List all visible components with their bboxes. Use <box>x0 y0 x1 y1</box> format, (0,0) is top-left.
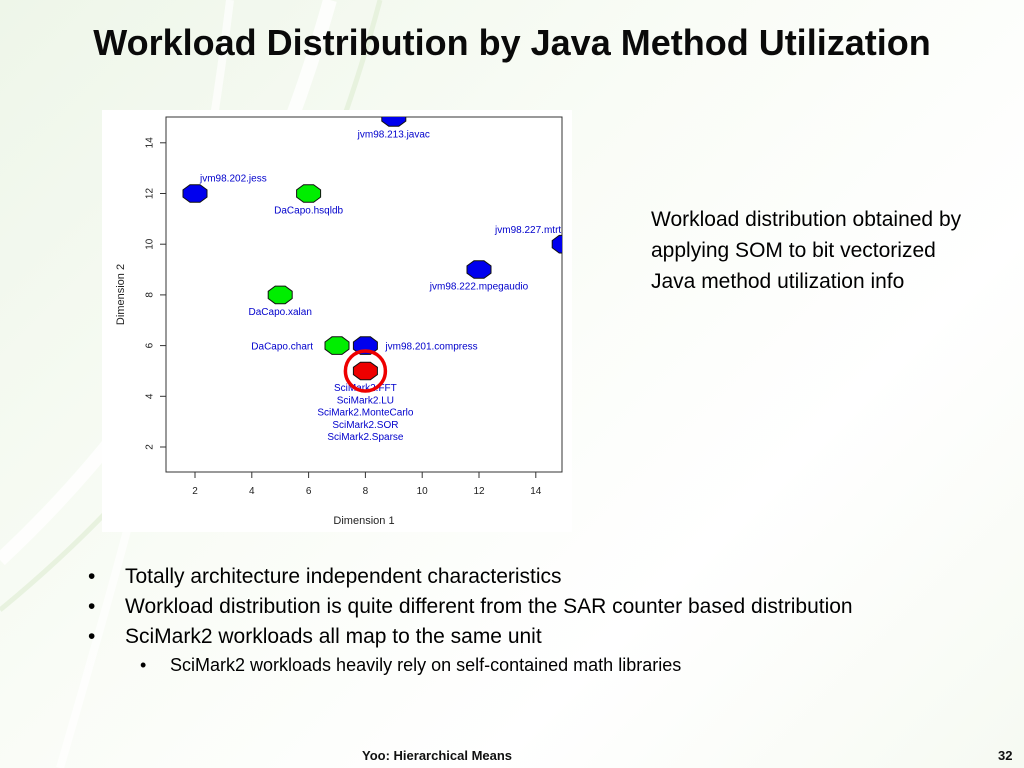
point-label: SciMark2.SOR <box>332 420 398 431</box>
x-tick-label: 4 <box>249 486 255 497</box>
chart-panel: 2 4 6 8 10 12 14 2 4 6 8 10 12 14 Dimension 1 Dimension… <box>102 110 572 532</box>
point-label: SciMark2.LU <box>337 395 394 406</box>
slide-title: Workload Distribution by Java Method Uti… <box>93 22 931 63</box>
point-label: DaCapo.hsqldb <box>274 206 343 217</box>
data-point-blue <box>352 336 378 355</box>
y-tick-label: 8 <box>145 292 156 298</box>
point-group <box>381 117 407 127</box>
point-label: jvm98.222.mpegaudio <box>429 282 529 293</box>
page-number: 32 <box>998 748 1013 763</box>
y-tick-label: 12 <box>145 188 156 200</box>
highlight-ring <box>343 349 388 393</box>
data-point-blue <box>381 117 407 127</box>
y-tick-label: 14 <box>145 137 156 149</box>
footer-author: Yoo: Hierarchical Means <box>362 748 513 763</box>
point-group <box>182 184 208 203</box>
y-axis-label: Dimension 2 <box>115 264 127 325</box>
bullet-item: SciMark2 workloads all map to the same u… <box>80 625 960 649</box>
point-group <box>466 260 492 279</box>
x-tick-label: 14 <box>530 486 542 497</box>
side-note: Workload distribution obtained by applyi… <box>651 208 962 293</box>
data-point-blue <box>551 234 562 254</box>
sub-bullet-item: SciMark2 workloads heavily rely on self-… <box>80 653 960 677</box>
y-tick-label: 10 <box>145 238 156 250</box>
point-group <box>267 285 293 305</box>
y-tick-label: 2 <box>145 444 156 450</box>
point-group <box>352 361 378 381</box>
point-label: DaCapo.chart <box>251 342 313 353</box>
bullet-item: Workload distribution is quite different… <box>80 595 960 619</box>
point-label: jvm98.227.mtrt <box>494 225 561 236</box>
point-label: SciMark2.Sparse <box>327 432 404 443</box>
x-tick-label: 2 <box>192 486 198 497</box>
point-group <box>352 336 378 355</box>
point-group <box>324 336 350 355</box>
point-label: jvm98.213.javac <box>357 129 430 140</box>
som-scatter-chart: 2 4 6 8 10 12 14 2 4 6 8 10 12 14 Dimension 1 Dimension… <box>115 116 563 527</box>
point-label: jvm98.201.compress <box>384 342 477 353</box>
data-point-blue <box>466 260 492 279</box>
y-tick-label: 6 <box>145 342 156 348</box>
point-group <box>296 184 322 203</box>
x-axis-label: Dimension 1 <box>333 515 394 527</box>
data-point-blue <box>182 184 208 203</box>
data-point-green <box>324 336 350 355</box>
point-label: SciMark2.MonteCarlo <box>317 408 414 419</box>
point-group <box>551 234 562 254</box>
x-tick-label: 12 <box>473 486 485 497</box>
x-tick-label: 8 <box>363 486 369 497</box>
data-point-red <box>352 361 378 381</box>
point-label: SciMark2.FFT <box>334 383 397 394</box>
plot-frame <box>165 116 563 473</box>
data-point-green <box>296 184 322 203</box>
x-tick-label: 6 <box>306 486 312 497</box>
bullet-list: Totally architecture independent charact… <box>80 565 960 683</box>
y-tick-label: 4 <box>145 393 156 399</box>
point-label: DaCapo.xalan <box>249 307 312 318</box>
x-tick-label: 10 <box>417 486 429 497</box>
data-point-green <box>267 285 293 305</box>
bullet-item: Totally architecture independent charact… <box>80 565 960 589</box>
point-label: jvm98.202.jess <box>199 174 267 185</box>
